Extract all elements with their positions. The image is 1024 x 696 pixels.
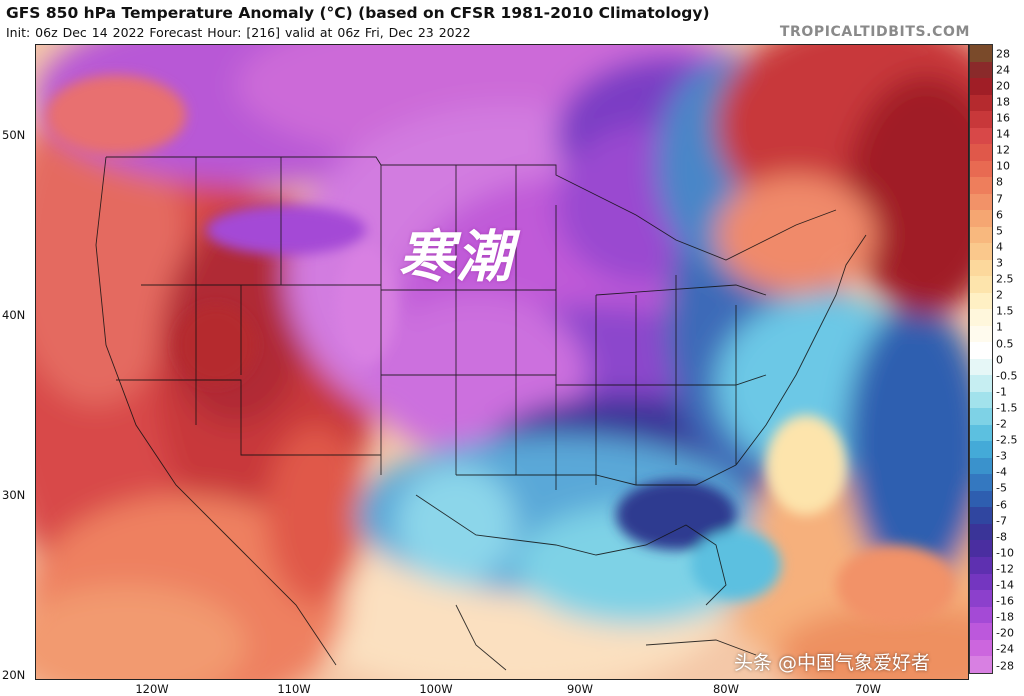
colorbar-label: -1 xyxy=(996,385,1007,399)
colorbar-label: 28 xyxy=(996,47,1010,61)
anomaly-map xyxy=(35,44,969,680)
colorbar-segment xyxy=(970,111,992,128)
colorbar-label: 10 xyxy=(996,159,1010,173)
lon-label-100w: 100W xyxy=(419,682,453,696)
colorbar-label: 14 xyxy=(996,127,1010,141)
colorbar-segment xyxy=(970,606,992,624)
colorbar-segment xyxy=(970,523,992,541)
lat-label-50n: 50N xyxy=(2,128,26,142)
colorbar-segment xyxy=(970,441,992,458)
colorbar-segment xyxy=(970,342,992,359)
colorbar-label: -2.5 xyxy=(996,433,1018,447)
colorbar-segment xyxy=(970,61,992,79)
colorbar-label: -3 xyxy=(996,449,1007,463)
colorbar-label: 4 xyxy=(996,240,1003,254)
lon-label-110w: 110W xyxy=(277,682,311,696)
colorbar-segment xyxy=(970,391,992,409)
lon-label-90w: 90W xyxy=(566,682,594,696)
colorbar-label: 5 xyxy=(996,224,1003,238)
colorbar-segment xyxy=(970,408,992,425)
colorbar-label: 1 xyxy=(996,320,1003,334)
colorbar-segment xyxy=(970,94,992,112)
lon-label-80w: 80W xyxy=(712,682,740,696)
colorbar-segment xyxy=(970,325,992,343)
colorbar-label: 18 xyxy=(996,95,1010,109)
colorbar-segment xyxy=(970,259,992,277)
colorbar-label: -12 xyxy=(996,562,1014,576)
colorbar-segment xyxy=(970,573,992,591)
colorbar-segment xyxy=(970,309,992,326)
colorbar-label: -2 xyxy=(996,417,1007,431)
colorbar-segment xyxy=(970,45,992,62)
colorbar-segment xyxy=(970,193,992,211)
lon-label-70w: 70W xyxy=(854,682,882,696)
colorbar-segment xyxy=(970,507,992,524)
colorbar-segment xyxy=(970,656,992,673)
colorbar-segment xyxy=(970,375,992,392)
colorbar-label: -1.5 xyxy=(996,401,1018,415)
colorbar-segment xyxy=(970,490,992,508)
colorbar-segment xyxy=(970,623,992,640)
anomaly-map-graphic xyxy=(36,45,968,679)
colorbar-label: 24 xyxy=(996,63,1010,77)
colorbar-label: -4 xyxy=(996,465,1007,479)
colorbar-label: -16 xyxy=(996,594,1014,608)
cold-wave-annotation: 寒潮 xyxy=(398,225,514,290)
colorbar-segment xyxy=(970,292,992,310)
colorbar-label: 1.5 xyxy=(996,304,1014,318)
colorbar-segment xyxy=(970,226,992,244)
chart-subtitle: Init: 06z Dec 14 2022 Forecast Hour: [21… xyxy=(6,25,471,40)
colorbar-segment xyxy=(970,540,992,557)
colorbar-segment xyxy=(970,210,992,227)
colorbar-segment xyxy=(970,243,992,260)
colorbar-segment xyxy=(970,160,992,178)
lon-label-120w: 120W xyxy=(135,682,169,696)
colorbar xyxy=(969,44,993,674)
colorbar-label: -28 xyxy=(996,659,1014,673)
colorbar-label: 3 xyxy=(996,256,1003,270)
colorbar-segment xyxy=(970,177,992,194)
watermark-text: 头条 @中国气象爱好者 xyxy=(734,652,931,674)
colorbar-segment xyxy=(970,276,992,293)
colorbar-label: 7 xyxy=(996,192,1003,206)
lat-label-30n: 30N xyxy=(2,488,26,502)
colorbar-label: 6 xyxy=(996,208,1003,222)
colorbar-label: 12 xyxy=(996,143,1010,157)
colorbar-label: -14 xyxy=(996,578,1014,592)
colorbar-label: -24 xyxy=(996,642,1014,656)
lat-label-20n: 20N xyxy=(2,668,26,682)
colorbar-label: -0.5 xyxy=(996,369,1018,383)
colorbar-label: -6 xyxy=(996,498,1007,512)
colorbar-segment xyxy=(970,144,992,161)
colorbar-segment xyxy=(970,127,992,145)
lat-label-40n: 40N xyxy=(2,308,26,322)
colorbar-label: 16 xyxy=(996,111,1010,125)
colorbar-segment xyxy=(970,424,992,442)
colorbar-segment xyxy=(970,590,992,607)
colorbar-label: 2 xyxy=(996,288,1003,302)
colorbar-label: -20 xyxy=(996,626,1014,640)
colorbar-label: -5 xyxy=(996,481,1007,495)
colorbar-segment xyxy=(970,78,992,95)
colorbar-label: 8 xyxy=(996,175,1003,189)
chart-title: GFS 850 hPa Temperature Anomaly (°C) (ba… xyxy=(6,4,710,22)
colorbar-label: 2.5 xyxy=(996,272,1014,286)
colorbar-segment xyxy=(970,639,992,657)
brand-label[interactable]: TROPICALTIDBITS.COM xyxy=(779,24,970,40)
colorbar-label: -18 xyxy=(996,610,1014,624)
colorbar-label: 0 xyxy=(996,353,1003,367)
colorbar-segment xyxy=(970,457,992,475)
colorbar-segment xyxy=(970,474,992,491)
colorbar-label: -7 xyxy=(996,514,1007,528)
colorbar-label: -10 xyxy=(996,546,1014,560)
colorbar-segment xyxy=(970,556,992,574)
colorbar-segment xyxy=(970,358,992,376)
colorbar-label: 20 xyxy=(996,79,1010,93)
colorbar-label: 0.5 xyxy=(996,337,1014,350)
colorbar-label: -8 xyxy=(996,530,1007,544)
